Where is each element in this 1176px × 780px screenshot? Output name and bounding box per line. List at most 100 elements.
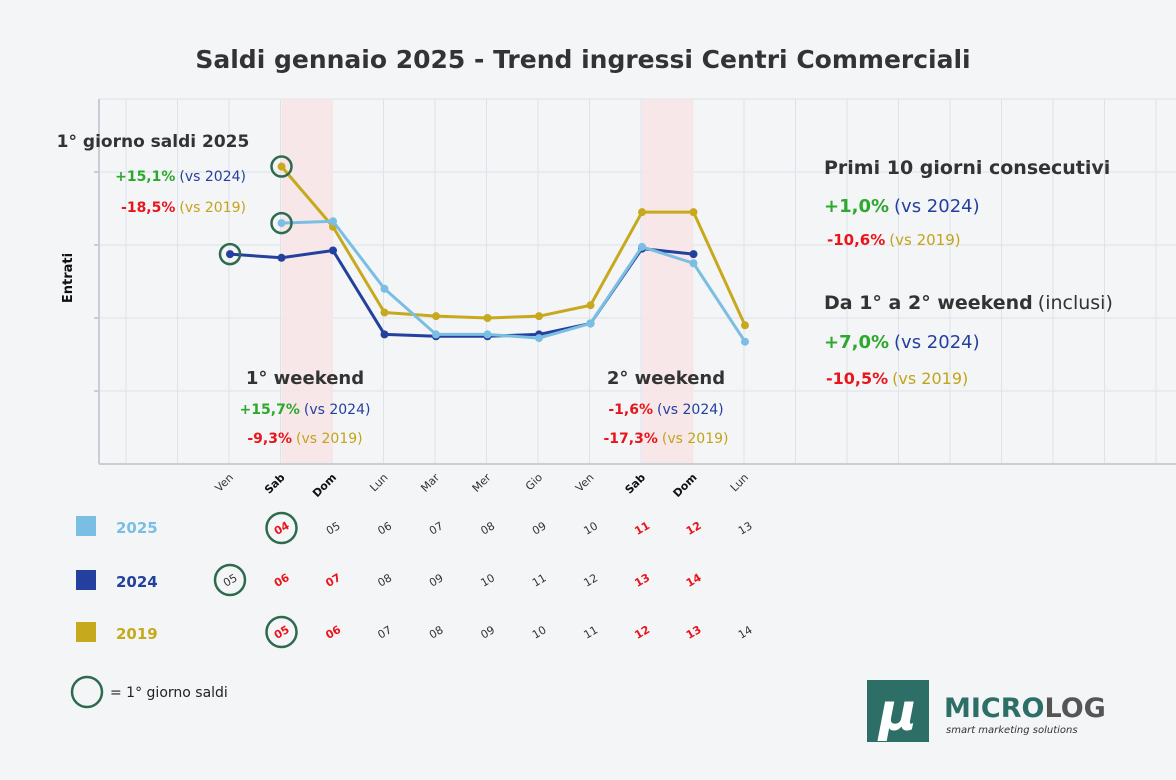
point-2025 [329,217,337,226]
date-rows: 04 05 06 07 08 09 10 11 12 13 05 06 07 08 09 10 11 12 13 14… [213,511,755,649]
x-tick-label: Lun [367,471,390,494]
logo-name-micro: MICRO [944,693,1044,724]
series-line-2019 [280,165,747,326]
x-tick-label: Ven [212,471,236,495]
first-day-marker-2025 [270,211,293,235]
first-day-marker-2024 [218,242,242,266]
chart-axes [94,99,1176,465]
date-label: 05 [221,571,240,589]
point-2024 [226,250,234,259]
x-tick-labels: Ven Sab Dom Lun Mar Mer Gio Ven Sab Dom Lun [212,471,751,500]
svg-text:+1,0%(vs 2024): +1,0% (vs 2024) [824,196,980,217]
legend-swatch-2025 [76,516,96,536]
point-2019 [380,308,389,317]
x-tick-label: Lun [728,471,751,494]
point-2019 [638,208,646,217]
point-2025 [741,337,749,346]
circle-note: = 1° giorno saldi [110,685,228,701]
x-tick-label: Mar [418,471,442,495]
annotation-ten-days: Primi 10 giorni consecutivi +1,0% (vs 202… [824,157,1110,249]
first-day-vs2019-value: -18,5% [121,200,175,216]
logo-glyph: μ [877,683,917,743]
point-2024 [329,246,337,255]
svg-text:Da 1° a 2° weekend(inclusi): Da 1° a 2° weekend (inclusi) [824,292,1113,314]
date-label: 12 [581,571,600,589]
date-label: 04 [272,519,292,538]
date-label: 07 [375,623,394,641]
date-label: 06 [272,571,292,590]
date-label: 05 [324,519,343,537]
date-label: 11 [581,623,600,641]
date-label: 11 [632,519,652,538]
weekend1-vs2019-label: (vs 2019) [296,431,363,447]
first-day-vs2024-label: (vs 2024) [179,169,246,185]
first-day-circle-legend [70,675,104,709]
date-label: 13 [632,571,652,590]
series-line-2025 [281,219,747,343]
svg-text:-10,5%(vs 2019): -10,5% (vs 2019) [826,369,968,388]
svg-text:-18,5%(vs 2019): -18,5% (vs 2019) [121,200,246,216]
point-2025 [432,330,440,339]
chart-series [218,155,749,346]
weekends-title-note: (inclusi) [1038,292,1113,314]
point-2025 [380,284,389,293]
ten-days-title: Primi 10 giorni consecutivi [824,157,1110,179]
weekends-title: Da 1° a 2° weekend [824,292,1033,314]
point-2025 [535,334,543,343]
point-2019 [432,312,440,321]
ten-days-vs2024-label: (vs 2024) [894,196,980,217]
date-label: 12 [632,623,652,642]
ten-days-vs2024-value: +1,0% [824,196,889,217]
date-label: 10 [478,571,497,589]
weekend1-vs2024-label: (vs 2024) [304,402,371,418]
x-tick-label: Mer [470,471,494,495]
svg-text:-10,6%(vs 2019): -10,6% (vs 2019) [827,231,961,249]
first-day-vs2019-label: (vs 2019) [179,200,246,216]
point-2019 [277,162,286,171]
logo-name-log: LOG [1044,693,1105,724]
date-label: 14 [736,623,755,641]
date-label: 08 [478,519,497,537]
date-label: 10 [581,519,600,537]
logo-tagline: smart marketing solutions [946,725,1078,736]
point-2025 [483,330,492,339]
first-day-date-circle [265,511,298,545]
weekend2-vs2019-label: (vs 2019) [662,431,729,447]
weekend1-title: 1° weekend [246,368,364,389]
first-day-title: 1° giorno saldi 2025 [57,132,250,152]
first-day-date-circle [213,563,247,597]
point-2019 [689,208,698,217]
x-tick-label: Gio [523,471,545,493]
point-2019 [586,301,595,310]
svg-text:+15,1%(vs 2024): +15,1% (vs 2024) [115,169,246,185]
date-label: 07 [323,571,343,590]
annotation-weekend-1: 1° weekend +15,7% (vs 2024) -9,3% (vs 2019… [240,368,371,447]
svg-text:+7,0%(vs 2024): +7,0% (vs 2024) [824,332,980,353]
weekend2-vs2024-value: -1,6% [608,402,653,418]
date-label: 05 [272,623,292,642]
svg-text:-1,6%(vs 2024): -1,6% (vs 2024) [608,402,723,418]
svg-text:+15,7%(vs 2024): +15,7% (vs 2024) [240,402,371,418]
svg-text:-17,3%(vs 2019): -17,3% (vs 2019) [604,431,729,447]
date-label: 13 [684,623,704,642]
point-2025 [277,219,286,228]
point-2025 [586,319,595,328]
point-2019 [483,314,492,322]
annotation-weekends: Da 1° a 2° weekend (inclusi) +7,0% (vs 202… [824,292,1113,388]
point-2025 [638,242,646,251]
date-label: 12 [684,519,704,538]
point-2024 [277,253,286,262]
weekend2-vs2019-value: -17,3% [604,431,658,447]
date-label: 09 [427,571,446,589]
weekend1-vs2024-value: +15,7% [240,402,300,418]
x-tick-label: Dom [310,471,339,500]
legend-swatch-2019 [76,622,96,642]
date-label: 11 [530,571,549,589]
date-label: 06 [323,623,343,642]
ten-days-vs2019-label: (vs 2019) [889,231,960,249]
y-axis-label: Entrati [61,253,76,303]
x-tick-label: Sab [262,471,288,497]
weekend-band [642,99,694,464]
